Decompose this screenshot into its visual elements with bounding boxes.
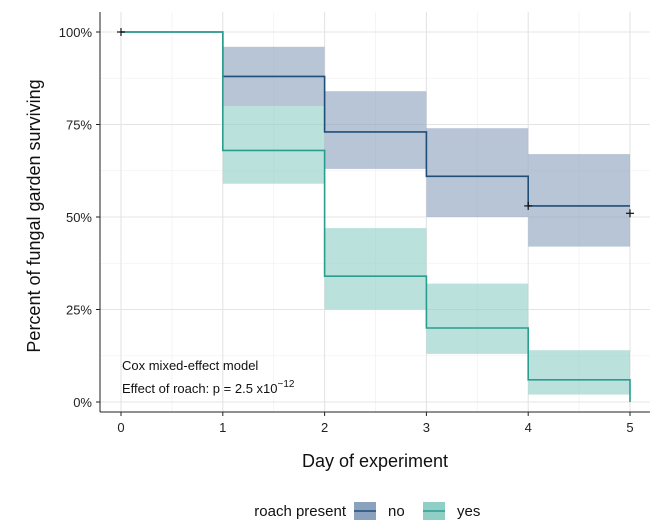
y-tick-label: 25%: [66, 303, 92, 318]
annotation-p-value: Effect of roach: p = 2.5 x10: [122, 381, 278, 396]
y-tick-label: 50%: [66, 210, 92, 225]
annotation-line1: Cox mixed-effect model: [122, 358, 258, 373]
x-tick-label: 0: [117, 420, 124, 435]
x-tick-label: 4: [525, 420, 532, 435]
x-tick-label: 5: [626, 420, 633, 435]
legend: roach present no yes: [254, 502, 480, 520]
legend-title: roach present: [254, 503, 347, 520]
y-tick-label: 75%: [66, 118, 92, 133]
x-axis-title: Day of experiment: [302, 451, 448, 471]
y-tick-label: 0%: [73, 395, 92, 410]
ci-band-no: [426, 128, 529, 217]
ci-band-yes: [426, 283, 529, 354]
annotation-exponent: −12: [278, 379, 295, 390]
ci-band-no: [324, 91, 427, 169]
y-axis-title: Percent of fungal garden surviving: [24, 79, 44, 352]
legend-label-no: no: [388, 503, 405, 520]
x-tick-label: 3: [423, 420, 430, 435]
censor-marks: [117, 28, 634, 218]
y-tick-label: 100%: [59, 25, 93, 40]
confidence-bands: [222, 46, 630, 395]
x-tick-label: 1: [219, 420, 226, 435]
axes: 0% 25% 50% 75% 100% 0 1 2 3 4 5: [59, 12, 650, 435]
annotation-line2: Effect of roach: p = 2.5 x10−12: [122, 379, 295, 396]
survival-line-yes: [121, 31, 631, 402]
model-annotation: Cox mixed-effect model Effect of roach: …: [122, 358, 295, 396]
x-tick-label: 2: [321, 420, 328, 435]
ci-band-yes: [222, 106, 325, 184]
legend-label-yes: yes: [457, 503, 480, 520]
ci-band-yes: [324, 228, 427, 310]
survival-curves: [121, 31, 631, 402]
ci-band-yes: [528, 350, 630, 395]
ci-band-no: [528, 154, 630, 247]
